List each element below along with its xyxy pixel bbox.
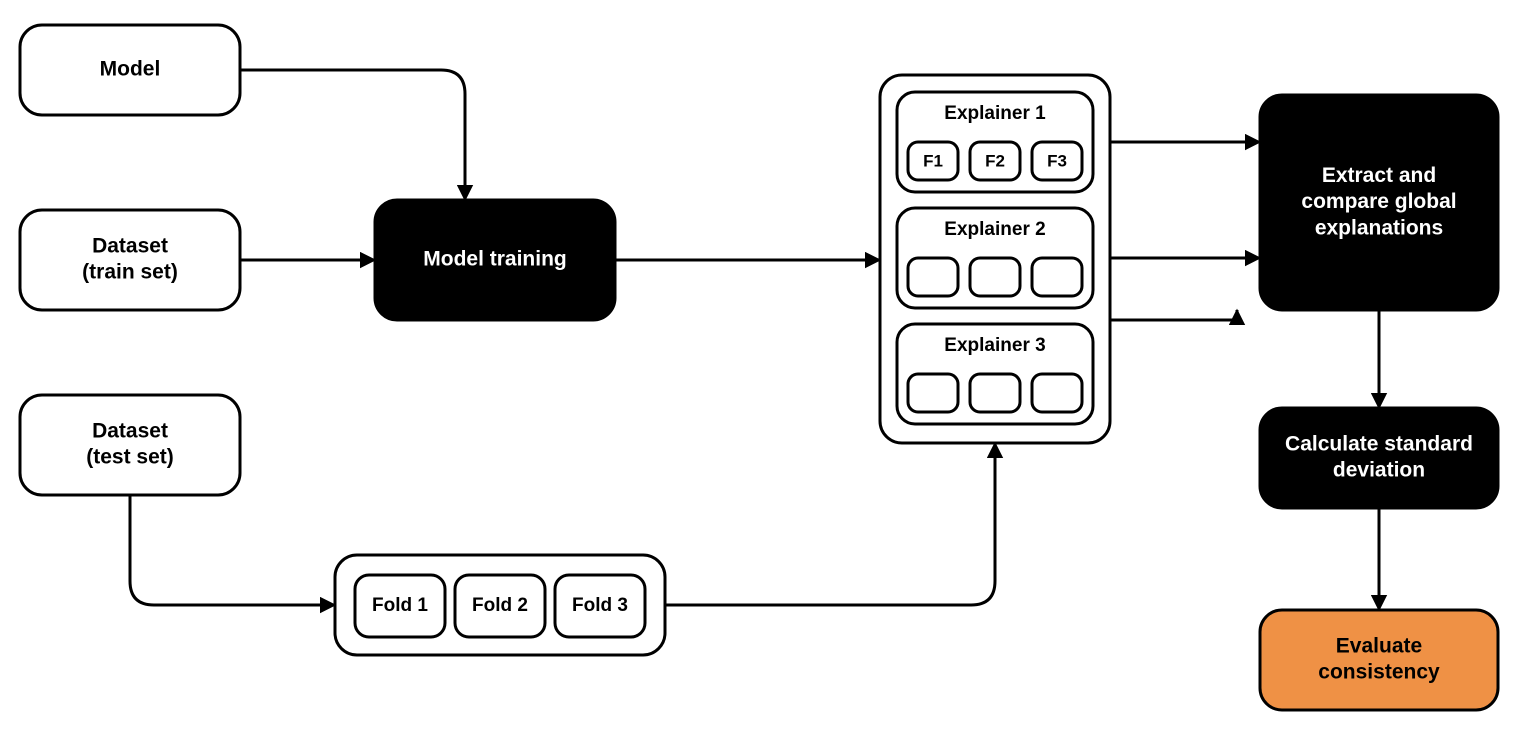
extract: Extract and compare global explanations: [1260, 95, 1498, 310]
exp3-fbox-2: [970, 374, 1020, 412]
fold1: Fold 1: [355, 575, 445, 637]
training-label: Model training: [423, 248, 567, 271]
edge-folds-to-explainers: [665, 443, 995, 605]
train_set-label: (train set): [82, 261, 178, 284]
stddev-label: deviation: [1333, 459, 1425, 482]
evaluate-label: Evaluate: [1336, 634, 1422, 657]
exp1-fbox-1-label: F1: [923, 151, 943, 170]
exp2: Explainer 2: [897, 208, 1093, 308]
test_set-label: (test set): [86, 446, 174, 469]
exp1-label: Explainer 1: [944, 103, 1046, 124]
fold1-label: Fold 1: [372, 595, 428, 616]
fold2: Fold 2: [455, 575, 545, 637]
evaluate: Evaluate consistency: [1260, 610, 1498, 710]
extract-label: compare global: [1301, 190, 1456, 213]
exp1-fbox-2-label: F2: [985, 151, 1005, 170]
exp3: Explainer 3: [897, 324, 1093, 424]
train_set: Dataset (train set): [20, 210, 240, 310]
exp2-fbox-3: [1032, 258, 1082, 296]
edge-exp3-to-extract: [1110, 310, 1237, 320]
stddev: Calculate standard deviation: [1260, 408, 1498, 508]
edge-test-to-folds: [130, 495, 335, 605]
test_set-label: Dataset: [92, 419, 168, 442]
exp2-fbox-1: [908, 258, 958, 296]
evaluate-label: consistency: [1318, 661, 1440, 684]
extract-label: explanations: [1315, 216, 1443, 239]
exp3-fbox-1: [908, 374, 958, 412]
training: Model training: [375, 200, 615, 320]
fold3-label: Fold 3: [572, 595, 628, 616]
fold3: Fold 3: [555, 575, 645, 637]
extract-label: Extract and: [1322, 164, 1436, 187]
fold2-label: Fold 2: [472, 595, 528, 616]
stddev-label: Calculate standard: [1285, 432, 1473, 455]
edge-model-to-training: [240, 70, 465, 200]
exp3-label: Explainer 3: [944, 335, 1045, 356]
exp1: Explainer 1 F1 F2 F3: [897, 92, 1093, 192]
exp1-fbox-3-label: F3: [1047, 151, 1067, 170]
exp3-fbox-3: [1032, 374, 1082, 412]
model-label: Model: [100, 58, 161, 81]
model: Model: [20, 25, 240, 115]
train_set-label: Dataset: [92, 234, 168, 257]
exp2-fbox-2: [970, 258, 1020, 296]
test_set: Dataset (test set): [20, 395, 240, 495]
exp2-label: Explainer 2: [944, 219, 1045, 240]
